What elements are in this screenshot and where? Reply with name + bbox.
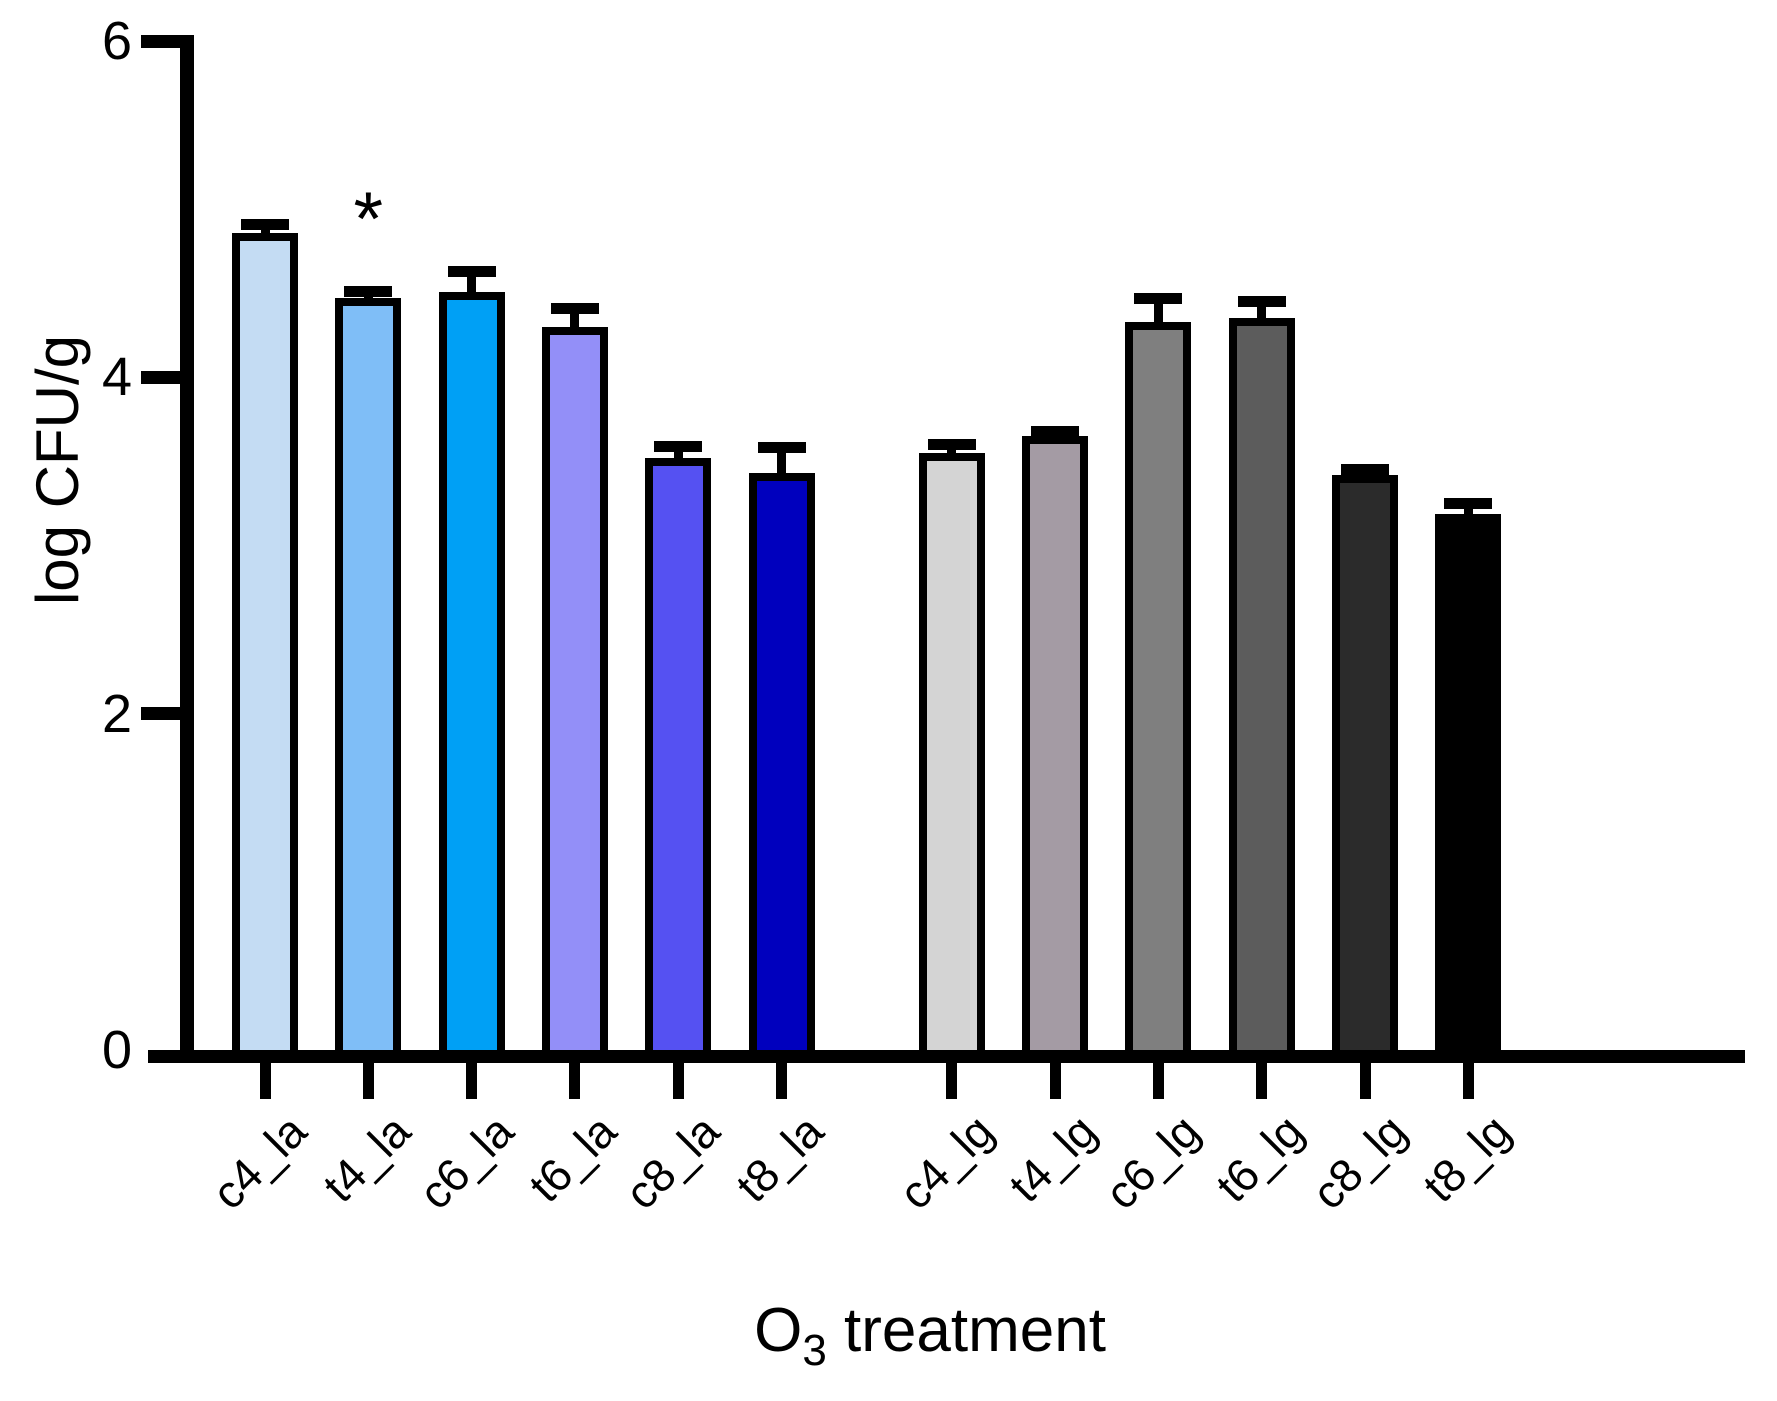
x-tick-label-c4_lg: c4_lg	[888, 1104, 1004, 1220]
error-cap-c4_lg	[927, 439, 976, 451]
x-tick-c4_lg	[946, 1063, 958, 1099]
bar-c8_la	[645, 458, 712, 1050]
x-tick-label-t6_lg: t6_lg	[1205, 1104, 1314, 1212]
x-tick-label-t4_lg: t4_lg	[999, 1104, 1107, 1212]
x-tick-c8_lg	[1359, 1063, 1371, 1099]
x-tick-label-c8_lg: c8_lg	[1301, 1104, 1417, 1220]
x-tick-t6_la	[569, 1063, 581, 1099]
error-cap-c4_la	[241, 218, 289, 230]
x-axis-title-rest: treatment	[826, 1296, 1106, 1365]
error-cap-c6_la	[447, 265, 496, 277]
x-tick-label-c4_la: c4_la	[201, 1104, 317, 1220]
bar-t6_la	[541, 326, 608, 1050]
error-cap-t4_la	[344, 286, 393, 298]
x-tick-label-t4_la: t4_la	[312, 1104, 420, 1212]
x-tick-c6_lg	[1152, 1063, 1164, 1099]
significance-asterisk-t4_la: *	[353, 176, 384, 262]
x-tick-label-t8_lg: t8_lg	[1412, 1104, 1520, 1212]
x-axis-title-main: O	[754, 1296, 803, 1365]
error-whisker-t8_la	[777, 447, 786, 498]
error-cap-t8_lg	[1444, 497, 1493, 509]
error-cap-c8_la	[654, 440, 703, 452]
bar-t8_lg	[1435, 513, 1502, 1050]
bar-t6_lg	[1228, 318, 1295, 1050]
bar-t8_la	[748, 473, 815, 1050]
bar-c6_la	[438, 291, 505, 1050]
bar-c4_la	[232, 232, 298, 1050]
error-cap-c6_lg	[1134, 292, 1183, 304]
x-tick-label-c8_la: c8_la	[615, 1104, 730, 1220]
y-tick-4	[141, 370, 181, 384]
y-tick-label-2: 2	[101, 683, 132, 744]
x-tick-label-t8_la: t8_la	[725, 1104, 833, 1212]
y-axis-title: log CFU/g	[24, 334, 91, 606]
y-tick-6	[141, 34, 181, 48]
error-cap-t6_la	[550, 302, 599, 314]
y-axis-line	[180, 35, 194, 1063]
x-tick-t4_lg	[1049, 1063, 1061, 1099]
y-tick-label-0: 0	[101, 1020, 132, 1080]
x-tick-c8_la	[672, 1063, 684, 1099]
x-tick-t8_la	[776, 1063, 787, 1099]
y-tick-2	[141, 707, 181, 721]
error-cap-t4_lg	[1031, 425, 1080, 437]
y-tick-label-4: 4	[101, 347, 132, 408]
x-tick-label-c6_lg: c6_lg	[1095, 1104, 1210, 1220]
bar-t4_lg	[1022, 436, 1089, 1050]
x-tick-c6_la	[466, 1063, 478, 1099]
x-axis-title-subscript: 3	[802, 1326, 827, 1375]
x-axis-line	[148, 1050, 1745, 1063]
x-tick-label-c6_la: c6_la	[408, 1104, 523, 1220]
error-cap-t8_la	[757, 442, 806, 454]
x-tick-t4_la	[362, 1063, 374, 1099]
y-tick-label-6: 6	[101, 11, 132, 71]
x-axis-title: O3 treatment	[754, 1295, 1106, 1373]
bar-c8_lg	[1332, 474, 1398, 1050]
x-tick-label-t6_la: t6_la	[518, 1104, 627, 1212]
error-cap-c8_lg	[1341, 464, 1389, 476]
bar-c6_lg	[1125, 321, 1192, 1050]
x-tick-t8_lg	[1462, 1063, 1474, 1099]
bar-t4_la	[335, 298, 402, 1050]
error-cap-t6_lg	[1237, 296, 1286, 308]
bar-c4_lg	[918, 453, 985, 1050]
x-tick-t6_lg	[1256, 1063, 1268, 1099]
x-tick-c4_la	[259, 1063, 271, 1099]
